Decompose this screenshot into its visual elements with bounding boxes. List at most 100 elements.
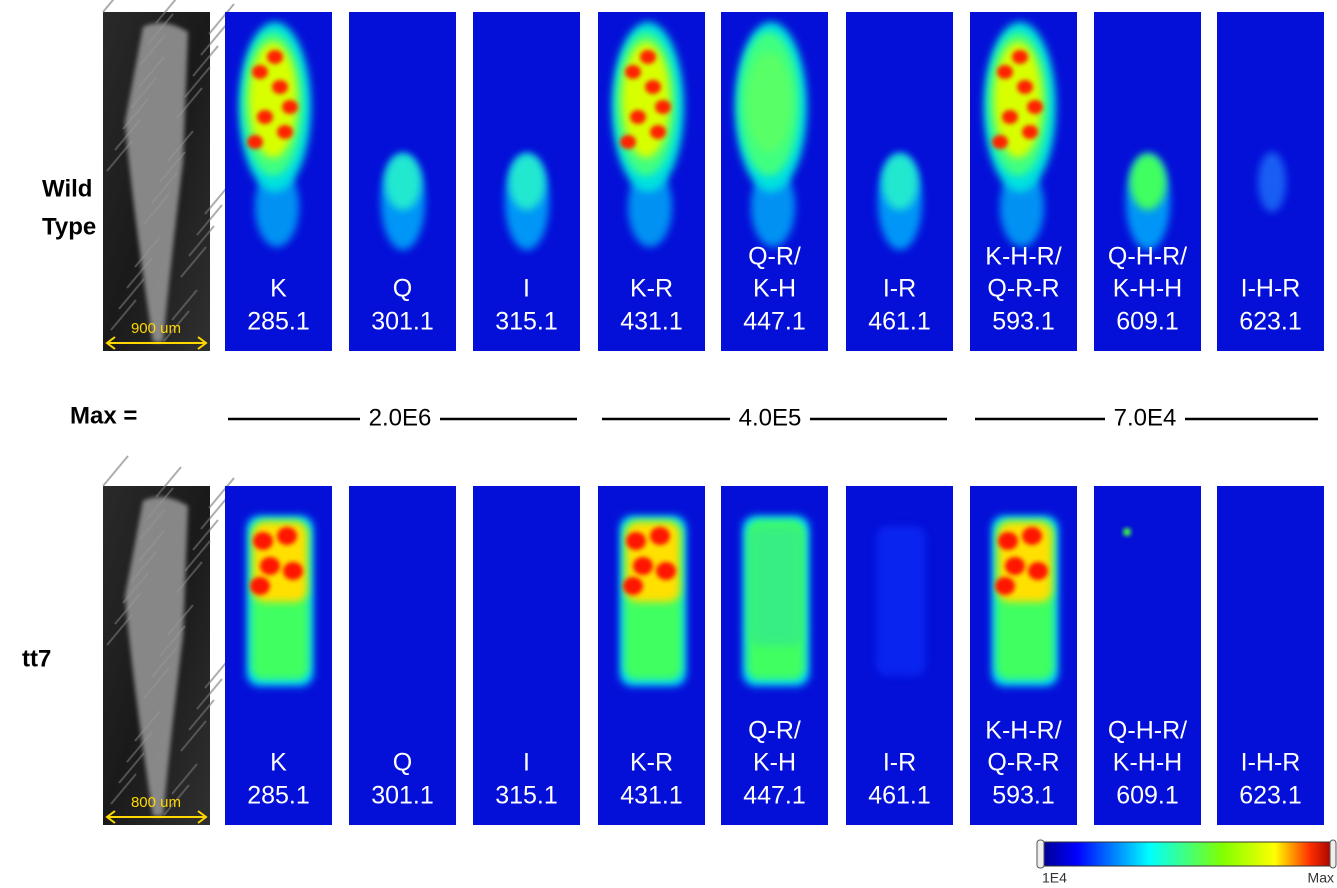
compound-label: I: [523, 275, 530, 303]
streak: [180, 246, 207, 278]
compound-label: Q-R/: [748, 717, 801, 745]
streak: [102, 455, 129, 487]
streak: [184, 66, 211, 98]
compound-label: K-H: [753, 749, 796, 777]
label-bg: [360, 405, 440, 433]
row-label: Wild: [42, 175, 92, 202]
streak: [208, 477, 235, 509]
mz-value: 301.1: [371, 308, 434, 336]
streak: [118, 278, 145, 310]
intensity: [253, 532, 273, 550]
colorbar-cap: [1036, 839, 1045, 869]
intensity: [630, 110, 646, 124]
label-bg: [730, 405, 810, 433]
compound-label: K-R: [630, 275, 673, 303]
mz-value: 593.1: [992, 782, 1055, 810]
compound-label: Q-R-R: [987, 275, 1059, 303]
intensity: [655, 100, 671, 114]
compound-label: I: [523, 749, 530, 777]
intensity: [997, 65, 1013, 79]
ion-image: K-R 431.1: [598, 486, 705, 825]
mz-value: 285.1: [247, 308, 310, 336]
streak: [184, 540, 211, 572]
streak: [155, 0, 177, 24]
intensity: [640, 50, 656, 64]
intensity: [992, 135, 1008, 149]
compound-label: K-H-R/: [985, 717, 1061, 745]
compound-label: Q-H-R/: [1108, 717, 1187, 745]
intensity: [626, 532, 646, 550]
streak: [188, 225, 215, 257]
mz-value: 315.1: [495, 308, 558, 336]
mz-value: 431.1: [620, 308, 683, 336]
ion-image: I-H-R 623.1: [1217, 486, 1324, 825]
ion-image: I-R 461.1: [846, 486, 953, 825]
intensity: [1130, 154, 1166, 210]
mz-value: 623.1: [1239, 308, 1302, 336]
intensity: [257, 110, 273, 124]
intensity: [876, 526, 926, 676]
intensity: [283, 562, 303, 580]
mz-value: 609.1: [1116, 782, 1179, 810]
compound-label: Q-R-R: [987, 749, 1059, 777]
ion-image: Q 301.1: [349, 12, 456, 351]
mz-value: 447.1: [743, 308, 806, 336]
intensity: [1123, 528, 1131, 536]
ion-image: K-H-R/Q-R-R 593.1: [970, 486, 1077, 825]
compound-label: K: [270, 275, 287, 303]
compound-label: K-R: [630, 749, 673, 777]
label-bg: [1105, 405, 1185, 433]
mz-value: 593.1: [992, 308, 1055, 336]
compound-label: K-H-H: [1113, 275, 1182, 303]
max-value: 4.0E5: [739, 404, 802, 431]
seed-photo: 800 um: [102, 455, 235, 825]
intensity: [1028, 562, 1048, 580]
seed: [125, 23, 188, 342]
ion-image: I 315.1: [473, 12, 580, 351]
intensity: [247, 135, 263, 149]
compound-label: I-R: [883, 749, 916, 777]
mz-value: 609.1: [1116, 308, 1179, 336]
intensity: [656, 562, 676, 580]
intensity: [1027, 100, 1043, 114]
intensity: [650, 527, 670, 545]
streak: [192, 45, 219, 77]
mz-value: 623.1: [1239, 782, 1302, 810]
intensity: [1012, 50, 1028, 64]
streak: [188, 699, 215, 731]
intensity: [509, 154, 545, 210]
max-value: 2.0E6: [369, 404, 432, 431]
ion-image: I-R 461.1: [846, 12, 953, 351]
streak: [180, 720, 207, 752]
ion-image: I-H-R 623.1: [1217, 12, 1324, 351]
compound-label: I-H-R: [1241, 749, 1301, 777]
intensity: [633, 557, 653, 575]
scale-arrow: [105, 810, 208, 824]
intensity: [1017, 80, 1033, 94]
streak: [196, 678, 223, 710]
ion-image: Q 301.1: [349, 486, 456, 825]
mz-value: 461.1: [868, 308, 931, 336]
scale-label: 800 um: [131, 794, 181, 811]
intensity: [650, 125, 666, 139]
ion-image: Q-H-R/K-H-H 609.1: [1094, 486, 1201, 825]
panel-bg: [1217, 486, 1324, 825]
ion-image: Q-H-R/K-H-H 609.1: [1094, 12, 1201, 351]
streak: [110, 773, 137, 805]
row-label: tt7: [22, 645, 51, 672]
mz-value: 461.1: [868, 782, 931, 810]
intensity: [1002, 110, 1018, 124]
ion-image: K 285.1: [225, 12, 332, 351]
intensity: [252, 65, 268, 79]
intensity: [250, 577, 270, 595]
compound-label: K-H: [753, 275, 796, 303]
compound-label: K: [270, 749, 287, 777]
intensity: [645, 80, 661, 94]
ion-image: K 285.1: [225, 486, 332, 825]
panel-bg: [349, 486, 456, 825]
intensity: [272, 80, 288, 94]
streak: [200, 498, 227, 530]
intensity: [1022, 527, 1042, 545]
streak: [196, 204, 223, 236]
ion-image: K-H-R/Q-R-R 593.1: [970, 12, 1077, 351]
